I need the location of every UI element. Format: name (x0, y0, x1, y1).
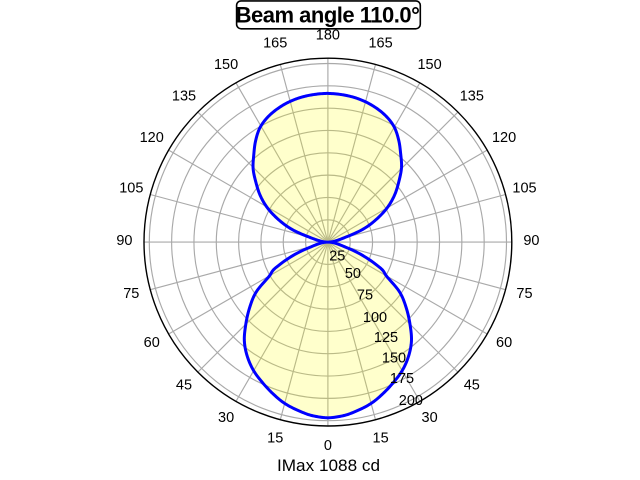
svg-text:120: 120 (492, 130, 516, 146)
svg-text:0: 0 (324, 438, 332, 454)
svg-text:60: 60 (144, 335, 160, 351)
svg-text:75: 75 (123, 286, 139, 302)
svg-text:90: 90 (116, 233, 132, 249)
svg-text:45: 45 (176, 378, 192, 394)
svg-text:135: 135 (460, 88, 484, 104)
svg-text:180: 180 (316, 27, 340, 43)
svg-text:75: 75 (516, 286, 532, 302)
svg-text:125: 125 (374, 330, 398, 346)
svg-text:175: 175 (390, 371, 414, 387)
svg-text:105: 105 (512, 181, 536, 197)
svg-text:25: 25 (329, 249, 345, 265)
svg-text:75: 75 (357, 288, 373, 304)
svg-text:105: 105 (119, 181, 143, 197)
svg-text:50: 50 (345, 266, 361, 282)
svg-text:165: 165 (263, 35, 287, 51)
svg-text:150: 150 (417, 57, 441, 73)
svg-text:60: 60 (496, 335, 512, 351)
svg-text:45: 45 (464, 378, 480, 394)
svg-text:100: 100 (363, 310, 387, 326)
svg-text:150: 150 (214, 57, 238, 73)
svg-text:15: 15 (373, 431, 389, 447)
svg-text:30: 30 (422, 410, 438, 426)
svg-text:200: 200 (399, 393, 423, 409)
svg-text:IMax 1088 cd: IMax 1088 cd (277, 457, 380, 475)
svg-text:165: 165 (368, 35, 392, 51)
svg-text:Beam angle 110.0°: Beam angle 110.0° (236, 3, 420, 28)
svg-text:90: 90 (523, 233, 539, 249)
svg-text:135: 135 (172, 88, 196, 104)
svg-text:15: 15 (267, 431, 283, 447)
svg-text:30: 30 (218, 410, 234, 426)
svg-text:120: 120 (140, 130, 164, 146)
svg-text:150: 150 (382, 351, 406, 367)
